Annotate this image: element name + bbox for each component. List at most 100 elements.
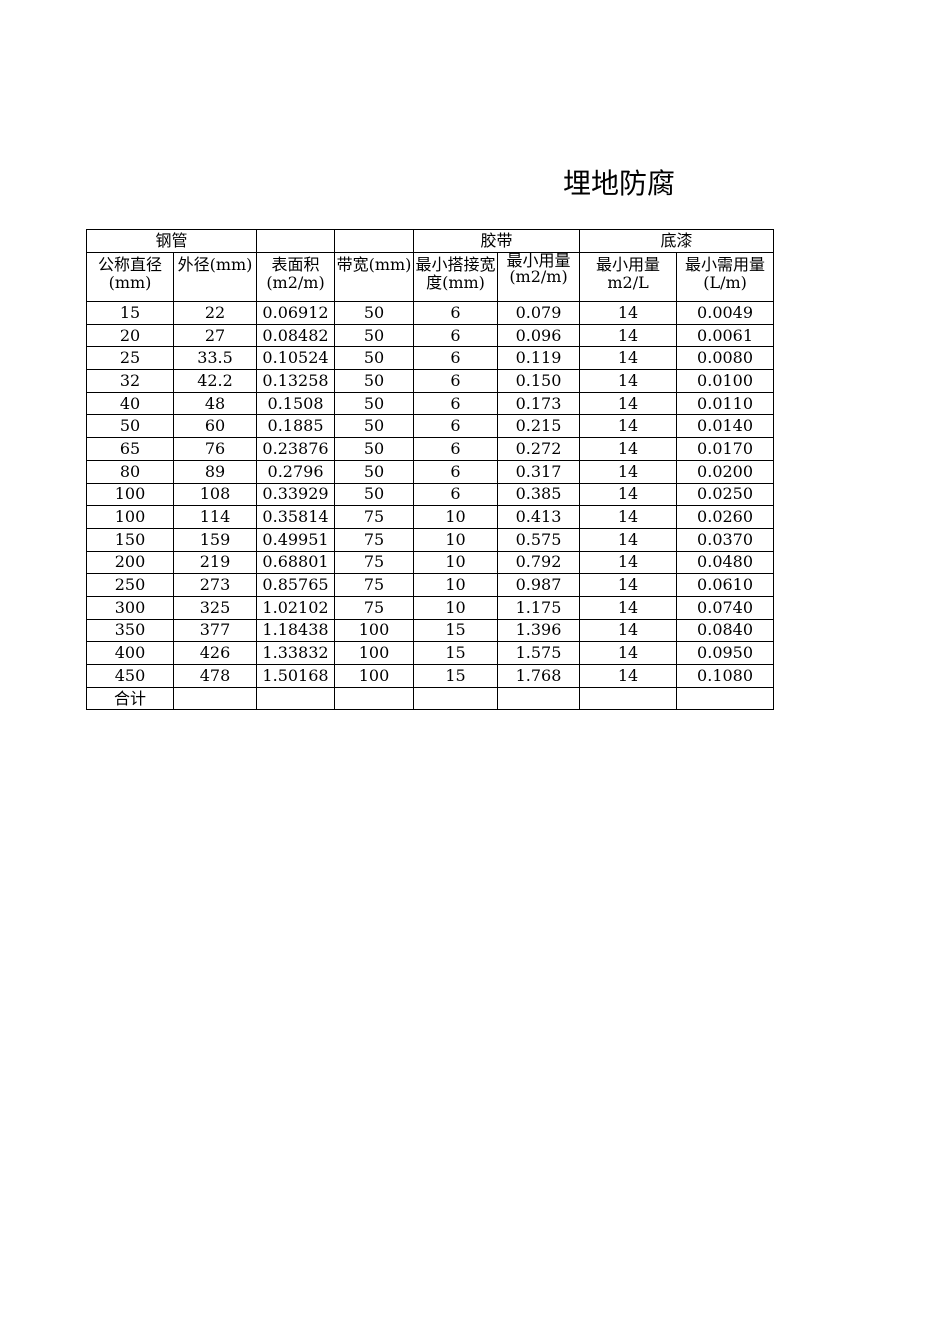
table-cell: 75	[334, 527, 415, 552]
table-cell: 114	[172, 505, 258, 529]
table-cell: 6	[413, 437, 499, 461]
table-row: 25 33.5 0.10524 50 6 0.119 14 0.0080	[86, 346, 775, 371]
table-cell: 27	[172, 323, 258, 348]
table-cell	[579, 686, 678, 711]
table-cell: 108	[172, 482, 258, 507]
table-cell: 75	[334, 595, 415, 620]
table-cell: 6	[413, 391, 499, 416]
table-cell: 0.1508	[256, 391, 336, 416]
table-cell: 76	[172, 437, 258, 461]
table-cell: 6	[413, 346, 499, 371]
table-row: 350 377 1.18438 100 15 1.396 14 0.0840	[86, 618, 775, 643]
table-cell: 14	[579, 595, 678, 620]
table-row: 32 42.2 0.13258 50 6 0.150 14 0.0100	[86, 369, 775, 393]
table-cell: 14	[579, 505, 678, 529]
table-cell: 0.0250	[676, 482, 775, 507]
table-cell: 0.0049	[676, 301, 775, 325]
table-cell: 75	[334, 550, 415, 575]
table-cell: 0.23876	[256, 437, 336, 461]
table-cell: 50	[334, 459, 415, 484]
table-cell: 400	[86, 641, 174, 665]
column-header: 最小搭接宽度(mm)	[413, 252, 499, 302]
table-cell: 0.413	[497, 505, 581, 529]
table-cell: 0.0200	[676, 459, 775, 484]
group-header-blank	[334, 229, 415, 253]
column-header: 最小用量m2/L	[579, 252, 678, 302]
table-cell: 1.768	[497, 664, 581, 688]
table-cell: 50	[334, 482, 415, 507]
table-cell: 0.85765	[256, 573, 336, 597]
table-cell: 0.272	[497, 437, 581, 461]
table-cell: 40	[86, 391, 174, 416]
table-row: 300 325 1.02102 75 10 1.175 14 0.0740	[86, 595, 775, 620]
table-cell: 50	[334, 437, 415, 461]
table-cell: 0.0100	[676, 369, 775, 393]
table-cell: 200	[86, 550, 174, 575]
table-cell: 14	[579, 323, 678, 348]
table-cell: 100	[86, 505, 174, 529]
table-cell: 14	[579, 618, 678, 643]
table-cell: 0.0840	[676, 618, 775, 643]
anticorrosion-table: 钢管 胶带 底漆 公称直径(mm) 外径(mm) 表面积(m2/m) 带宽(mm…	[85, 229, 775, 711]
table-cell: 10	[413, 595, 499, 620]
table-cell: 15	[413, 664, 499, 688]
table-cell: 0.0610	[676, 573, 775, 597]
table-cell: 0.987	[497, 573, 581, 597]
table-cell	[676, 686, 775, 711]
table-cell: 50	[334, 323, 415, 348]
table-cell: 1.175	[497, 595, 581, 620]
table-row: 50 60 0.1885 50 6 0.215 14 0.0140	[86, 414, 775, 439]
page-title: 埋地防腐	[563, 167, 676, 200]
table-cell: 14	[579, 369, 678, 393]
table-cell: 0.0480	[676, 550, 775, 575]
table-cell: 1.575	[497, 641, 581, 665]
table-cell: 478	[172, 664, 258, 688]
table-cell: 0.0260	[676, 505, 775, 529]
table-row: 250 273 0.85765 75 10 0.987 14 0.0610	[86, 573, 775, 597]
table-cell: 48	[172, 391, 258, 416]
table-cell: 50	[334, 369, 415, 393]
table-row: 80 89 0.2796 50 6 0.317 14 0.0200	[86, 459, 775, 484]
table-cell: 75	[334, 573, 415, 597]
table-cell: 60	[172, 414, 258, 439]
table-cell: 0.173	[497, 391, 581, 416]
table-cell: 0.150	[497, 369, 581, 393]
table-cell: 0.10524	[256, 346, 336, 371]
table-cell: 350	[86, 618, 174, 643]
table-row: 450 478 1.50168 100 15 1.768 14 0.1080	[86, 664, 775, 688]
total-row: 合计	[86, 686, 775, 711]
table-cell: 100	[334, 618, 415, 643]
table-cell: 14	[579, 664, 678, 688]
table-cell: 14	[579, 550, 678, 575]
table-cell: 50	[334, 301, 415, 325]
group-header-primer: 底漆	[579, 229, 775, 253]
group-header-tape: 胶带	[413, 229, 581, 253]
table-cell: 1.396	[497, 618, 581, 643]
table-cell	[413, 686, 499, 711]
column-header: 最小需用量(L/m)	[676, 252, 775, 302]
table-row: 20 27 0.08482 50 6 0.096 14 0.0061	[86, 323, 775, 348]
table-cell: 0.575	[497, 527, 581, 552]
table-cell: 0.08482	[256, 323, 336, 348]
column-header: 公称直径(mm)	[86, 252, 174, 302]
table-row: 100 114 0.35814 75 10 0.413 14 0.0260	[86, 505, 775, 529]
table-row: 400 426 1.33832 100 15 1.575 14 0.0950	[86, 641, 775, 665]
table-cell: 42.2	[172, 369, 258, 393]
table-cell: 300	[86, 595, 174, 620]
table-cell: 100	[334, 664, 415, 688]
table-cell: 0.079	[497, 301, 581, 325]
table-cell: 10	[413, 550, 499, 575]
table-cell: 0.49951	[256, 527, 336, 552]
table-row: 65 76 0.23876 50 6 0.272 14 0.0170	[86, 437, 775, 461]
table-cell: 0.0061	[676, 323, 775, 348]
table-row: 100 108 0.33929 50 6 0.385 14 0.0250	[86, 482, 775, 507]
table-cell: 159	[172, 527, 258, 552]
table-cell: 50	[334, 414, 415, 439]
table-cell: 15	[413, 618, 499, 643]
table-cell	[497, 686, 581, 711]
table-cell: 0.119	[497, 346, 581, 371]
table-cell: 14	[579, 301, 678, 325]
table-cell: 0.35814	[256, 505, 336, 529]
table-cell: 14	[579, 414, 678, 439]
table-cell	[172, 686, 258, 711]
